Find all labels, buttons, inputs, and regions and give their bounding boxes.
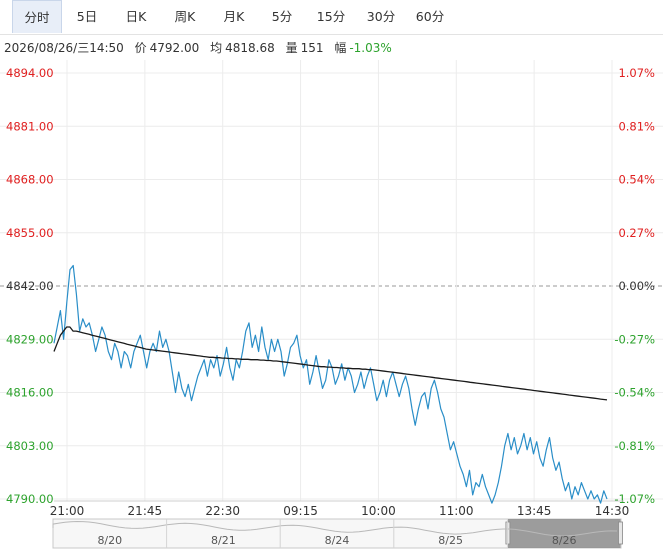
tab-9[interactable]: 60分 xyxy=(415,9,445,24)
y-tick-label: 4881.00 xyxy=(6,119,54,133)
navigator-handle-right[interactable] xyxy=(618,521,623,545)
tab-5[interactable]: 月K xyxy=(223,9,245,24)
tab-6[interactable]: 5分 xyxy=(271,9,293,24)
navigator-date-label[interactable]: 8/25 xyxy=(438,534,463,547)
y-tick-pct-label: 0.54% xyxy=(618,173,655,187)
navigator-date-label[interactable]: 8/26 xyxy=(552,534,577,547)
navigator-date-label[interactable]: 8/24 xyxy=(325,534,350,547)
quote-datetime: 2026/08/26/三14:50 xyxy=(4,41,124,55)
y-tick-label: 4816.00 xyxy=(6,386,54,400)
avg-price-line xyxy=(53,326,608,401)
avg-value: 4818.68 xyxy=(225,41,275,55)
period-tab-bar: 分时 5日 日K 周K 月K 5分 15分 30分 60分 xyxy=(0,0,663,35)
x-tick-label: 22:30 xyxy=(205,504,240,518)
price-label: 价 xyxy=(134,41,147,55)
x-tick-label: 21:45 xyxy=(128,504,163,518)
x-tick-label: 21:00 xyxy=(50,504,85,518)
change-label: 幅 xyxy=(334,41,347,55)
y-tick-pct-label: -0.81% xyxy=(614,439,655,453)
x-tick-label: 10:00 xyxy=(361,504,396,518)
y-tick-pct-label: 0.81% xyxy=(618,119,655,133)
y-tick-pct-label: 0.00% xyxy=(618,279,655,293)
x-tick-label: 13:45 xyxy=(517,504,552,518)
date-navigator[interactable]: 8/20 8/21 8/24 8/25 8/26 xyxy=(0,518,663,549)
change-value: -1.03% xyxy=(349,41,392,55)
volume-value: 151 xyxy=(300,41,324,55)
y-tick-pct-label: -1.07% xyxy=(614,492,655,506)
tab-2[interactable]: 5日 xyxy=(76,9,98,24)
tab-3[interactable]: 日K xyxy=(125,9,147,24)
intraday-chart[interactable]: 4894.00 1.07% 4881.00 0.81% 4868.00 0.54% 4855… xyxy=(0,60,663,518)
navigator-date-label[interactable]: 8/21 xyxy=(211,534,236,547)
avg-label: 均 xyxy=(210,41,223,55)
tab-7[interactable]: 15分 xyxy=(316,9,346,24)
y-tick-label: 4894.00 xyxy=(6,66,54,80)
navigator-date-label[interactable]: 8/20 xyxy=(97,534,122,547)
price-value: 4792.00 xyxy=(149,41,200,55)
y-tick-label: 4790.00 xyxy=(6,492,54,506)
navigator-selection[interactable] xyxy=(507,519,621,548)
price-line xyxy=(53,264,608,504)
x-tick-label: 14:30 xyxy=(595,504,630,518)
y-tick-label: 4829.00 xyxy=(6,332,54,346)
y-tick-pct-label: -0.27% xyxy=(614,332,655,346)
y-tick-pct-label: -0.54% xyxy=(614,386,655,400)
navigator-overview-line xyxy=(52,520,618,537)
y-tick-label: 4803.00 xyxy=(6,439,54,453)
y-tick-pct-label: 0.27% xyxy=(618,226,655,240)
x-tick-label: 11:00 xyxy=(439,504,474,518)
quote-info-bar: 2026/08/26/三14:50 价 4792.00 均 4818.68 量 151… xyxy=(4,39,399,56)
volume-label: 量 xyxy=(285,41,298,55)
tab-1[interactable]: 分时 xyxy=(12,0,62,33)
x-tick-label: 09:15 xyxy=(283,504,318,518)
tab-8[interactable]: 30分 xyxy=(366,9,396,24)
y-tick-pct-label: 1.07% xyxy=(618,66,655,80)
tab-4[interactable]: 周K xyxy=(174,9,196,24)
y-tick-label: 4868.00 xyxy=(6,173,54,187)
y-tick-label: 4855.00 xyxy=(6,226,54,240)
y-tick-label: 4842.00 xyxy=(6,279,54,293)
